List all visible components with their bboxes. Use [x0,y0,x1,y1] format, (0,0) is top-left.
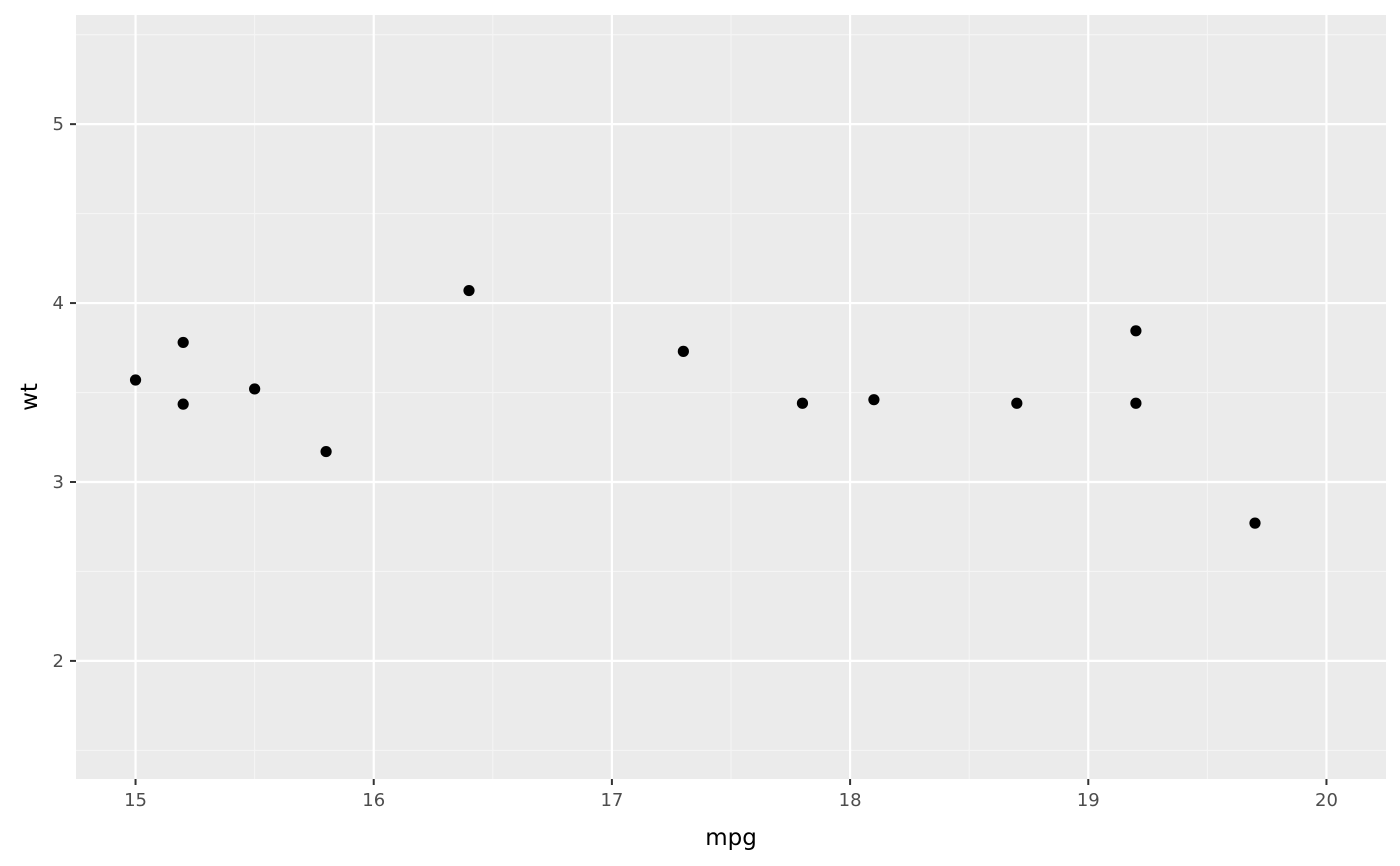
x-tick-label: 15 [124,790,147,811]
data-point [320,445,332,458]
y-axis-title: wt [17,383,43,411]
data-point [1011,397,1023,409]
data-point [177,336,189,349]
data-point [1130,397,1142,409]
y-tick-label: 3 [53,472,64,493]
y-tick-label: 4 [53,293,64,314]
data-point [249,383,261,395]
data-point [1249,517,1261,529]
data-point [1130,325,1142,337]
x-tick-label: 20 [1315,790,1338,811]
data-point [177,398,189,410]
y-tick-label: 5 [53,114,64,135]
data-point [463,284,475,297]
x-tick-label: 18 [839,790,862,811]
data-point [796,397,809,409]
data-point [868,394,880,406]
data-points [129,284,1261,529]
x-tick-label: 17 [600,790,623,811]
x-axis-title: mpg [705,825,757,851]
x-tick-label: 19 [1077,790,1100,811]
major-gridlines [76,15,1386,779]
minor-gridlines [76,15,1386,779]
x-axis: 15 16 17 18 19 20 [124,779,1338,811]
y-axis: 2 3 4 5 [53,114,76,672]
data-point [677,345,689,357]
data-point [129,374,142,386]
x-tick-label: 16 [362,790,385,811]
y-tick-label: 2 [53,651,64,672]
